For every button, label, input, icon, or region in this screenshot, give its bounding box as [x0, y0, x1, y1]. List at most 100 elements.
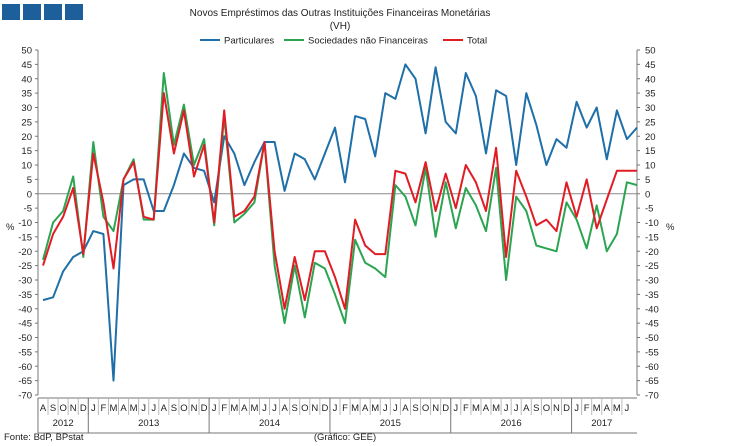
x-month-label: S: [171, 403, 177, 414]
legend: Particulares Sociedades não Financeiras To…: [200, 36, 487, 47]
x-month-label: M: [472, 403, 480, 414]
x-month-label: F: [221, 403, 227, 414]
y-tick-label-right: -55: [645, 347, 659, 358]
y-tick-label-right: -35: [645, 290, 659, 301]
x-month-label: J: [212, 403, 217, 414]
header-block: [23, 4, 41, 20]
x-month-label: F: [463, 403, 469, 414]
y-tick-label-left: -10: [18, 218, 32, 229]
x-year-label: 2014: [259, 418, 280, 429]
x-month-label: J: [453, 403, 458, 414]
graph-credit: (Gráfico: GEE): [314, 432, 376, 443]
y-tick-label-right: -10: [645, 218, 659, 229]
x-year-label: 2017: [591, 418, 612, 429]
x-month-label: J: [574, 403, 579, 414]
x-month-label: O: [422, 403, 429, 414]
y-tick-label-left: -50: [18, 333, 32, 344]
y-tick-label-right: 25: [645, 117, 656, 128]
x-month-label: A: [161, 403, 168, 414]
x-month-label: J: [383, 403, 388, 414]
x-month-label: S: [50, 403, 56, 414]
x-month-label: S: [292, 403, 298, 414]
y-tick-label-right: 5: [645, 175, 650, 186]
x-month-label: D: [563, 403, 570, 414]
y-tick-label-left: -60: [18, 362, 32, 373]
y-tick-label-right: 20: [645, 132, 656, 143]
x-month-label: D: [321, 403, 328, 414]
chart-title: Novos Empréstimos das Outras Instituiçõe…: [190, 8, 491, 19]
x-month-label: F: [342, 403, 348, 414]
x-month-label: S: [412, 403, 418, 414]
y-tick-label-left: -55: [18, 347, 32, 358]
x-year-label: 2015: [380, 418, 401, 429]
y-tick-label-left: 35: [21, 89, 32, 100]
x-month-label: M: [351, 403, 359, 414]
x-month-label: N: [70, 403, 77, 414]
x-month-label: J: [514, 403, 519, 414]
x-month-label: M: [613, 403, 621, 414]
y-tick-label-right: 35: [645, 89, 656, 100]
y-tick-label-right: -5: [645, 204, 653, 215]
x-month-label: F: [584, 403, 590, 414]
y-tick-label-right: -30: [645, 276, 659, 287]
series-line-particulares: [42, 63, 638, 382]
header-blocks: [2, 4, 83, 20]
y-tick-label-right: -70: [645, 391, 659, 402]
x-month-label: O: [543, 403, 550, 414]
y-tick-label-right: 50: [645, 46, 656, 57]
x-month-label: M: [110, 403, 118, 414]
x-year-label: 2016: [501, 418, 522, 429]
x-month-label: O: [180, 403, 187, 414]
header-block: [44, 4, 62, 20]
x-month-label: N: [311, 403, 318, 414]
x-month-label: D: [80, 403, 87, 414]
y-tick-label-left: -70: [18, 391, 32, 402]
y-axis-right-label: %: [666, 222, 675, 233]
x-month-label: J: [272, 403, 277, 414]
y-axis-left-label: %: [6, 222, 15, 233]
x-year-label: 2012: [53, 418, 74, 429]
y-tick-label-left: -35: [18, 290, 32, 301]
x-month-label: A: [523, 403, 530, 414]
x-month-label: A: [362, 403, 369, 414]
x-month-label: J: [262, 403, 267, 414]
x-month-label: M: [492, 403, 500, 414]
source-note: Fonte: BdP, BPstat: [4, 432, 84, 443]
x-month-label: A: [281, 403, 288, 414]
x-month-label: J: [141, 403, 146, 414]
y-tick-label-left: 25: [21, 117, 32, 128]
x-month-label: M: [230, 403, 238, 414]
legend-label: Total: [467, 36, 487, 47]
y-tick-label-right: -60: [645, 362, 659, 373]
y-tick-label-left: -45: [18, 319, 32, 330]
y-tick-label-left: 15: [21, 146, 32, 157]
y-tick-label-right: 0: [645, 189, 650, 200]
x-month-label: N: [191, 403, 198, 414]
y-tick-label-left: -30: [18, 276, 32, 287]
x-month-label: A: [402, 403, 409, 414]
y-tick-label-right: 10: [645, 161, 656, 172]
y-tick-label-left: -65: [18, 376, 32, 387]
x-month-label: J: [151, 403, 156, 414]
x-month-label: J: [625, 403, 630, 414]
header-block: [2, 4, 20, 20]
y-tick-label-right: -45: [645, 319, 659, 330]
y-tick-label-right: -20: [645, 247, 659, 258]
y-tick-label-left: 50: [21, 46, 32, 57]
y-tick-label-left: 20: [21, 132, 32, 143]
series-line-sociedades-n-o-financeiras: [42, 72, 638, 325]
x-month-label: D: [201, 403, 208, 414]
y-tick-label-left: 30: [21, 103, 32, 114]
x-month-label: A: [241, 403, 248, 414]
y-tick-label-left: 40: [21, 74, 32, 85]
x-month-label: M: [593, 403, 601, 414]
x-month-label: J: [91, 403, 96, 414]
legend-label: Sociedades não Financeiras: [308, 36, 428, 47]
y-tick-label-left: 10: [21, 161, 32, 172]
x-month-label: S: [533, 403, 539, 414]
y-tick-label-left: -5: [24, 204, 32, 215]
x-month-label: M: [371, 403, 379, 414]
y-tick-label-left: 45: [21, 60, 32, 71]
